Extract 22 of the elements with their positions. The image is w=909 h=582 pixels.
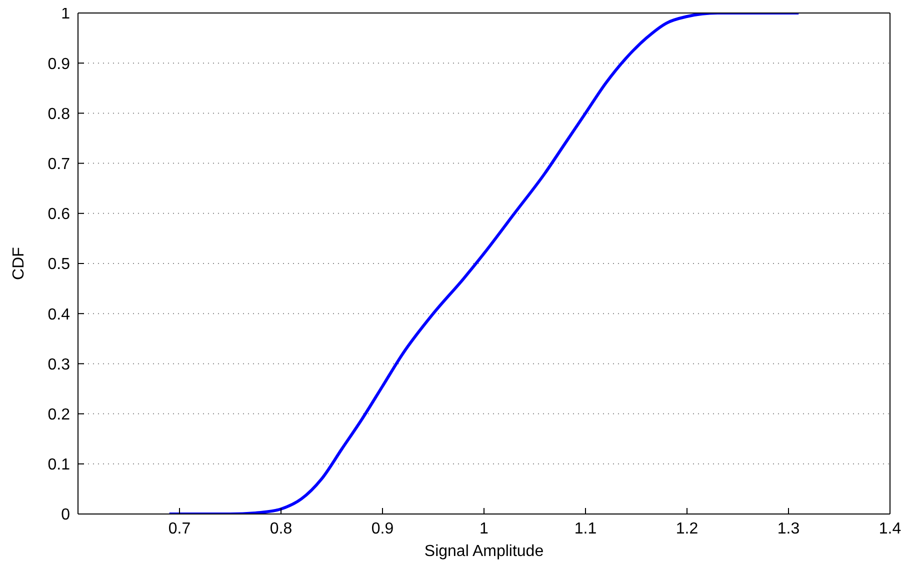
y-tick-label: 0.8 bbox=[48, 106, 70, 123]
x-tick-label: 1.1 bbox=[574, 520, 597, 538]
y-tick-label: 0.9 bbox=[48, 56, 70, 73]
x-axis-title: Signal Amplitude bbox=[424, 543, 544, 560]
y-tick-label: 1 bbox=[61, 6, 70, 23]
y-tick-label: 0.6 bbox=[48, 206, 70, 224]
x-tick-label: 1.4 bbox=[878, 520, 902, 538]
x-tick-label: 1 bbox=[480, 520, 489, 538]
line-series bbox=[168, 13, 800, 514]
y-tick-label: 0.3 bbox=[48, 356, 70, 374]
y-tick-label: 0.4 bbox=[48, 306, 70, 324]
x-tick-label: 1.3 bbox=[777, 520, 800, 538]
y-tick-label: 0 bbox=[61, 506, 70, 524]
y-tick-label: 0.5 bbox=[48, 256, 70, 274]
y-tick-label: 0.7 bbox=[48, 156, 70, 173]
x-tick-label: 0.8 bbox=[270, 520, 292, 538]
y-tick-label: 0.1 bbox=[48, 456, 70, 474]
y-axis-title: CDF bbox=[10, 246, 28, 280]
y-tick-label: 0.2 bbox=[48, 406, 70, 424]
x-tick-label: 0.7 bbox=[168, 520, 191, 538]
x-tick-label: 0.9 bbox=[371, 520, 394, 538]
x-tick-label: 1.2 bbox=[676, 520, 698, 538]
